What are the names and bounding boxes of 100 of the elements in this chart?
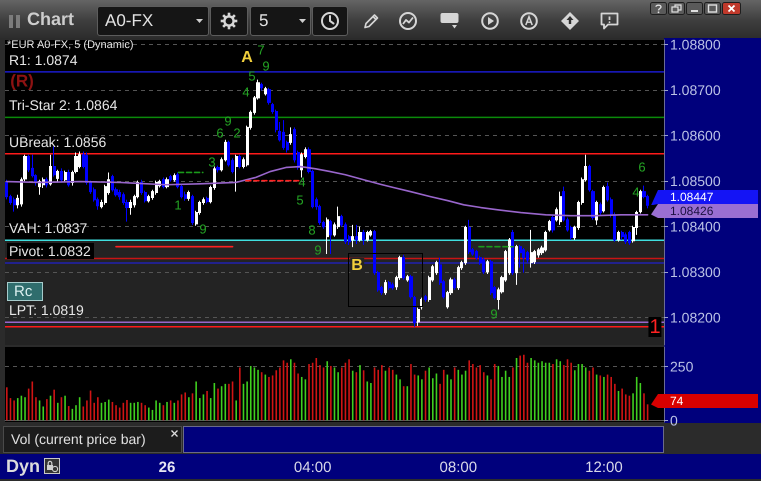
candlestick	[522, 248, 525, 274]
dropdown: 5	[250, 6, 311, 36]
candlestick	[628, 230, 631, 246]
ref-line-label: Tri-Star 2: 1.0864	[8, 97, 118, 114]
candlestick	[530, 229, 533, 268]
candlestick	[544, 230, 547, 252]
candlestick	[13, 197, 16, 212]
annotation: 4	[242, 84, 250, 100]
candlestick	[355, 224, 358, 244]
annotation: 1.08447	[670, 190, 714, 204]
candlestick	[406, 274, 409, 282]
candlestick	[551, 215, 555, 234]
candlestick	[453, 277, 456, 290]
annotation: 7	[257, 42, 265, 58]
ref-line-label: UBreak: 1.0856	[8, 134, 108, 150]
candlestick	[559, 191, 562, 226]
ref-line-label: Pivot: 1.0832	[7, 243, 94, 260]
candlestick	[624, 232, 627, 244]
y-tick-label: 0	[670, 412, 678, 428]
candlestick	[639, 189, 642, 214]
candlestick	[173, 172, 176, 182]
candlestick	[457, 265, 460, 290]
candlestick	[282, 120, 285, 150]
annotation: 5	[296, 192, 304, 208]
annotation: 9	[490, 306, 498, 322]
candlestick	[206, 196, 209, 204]
candlestick	[216, 165, 220, 173]
candlestick	[264, 86, 267, 96]
candlestick	[238, 154, 241, 169]
annotation: 2	[233, 126, 241, 140]
candlestick	[515, 244, 518, 286]
candlestick	[599, 202, 602, 216]
annotation: 4	[298, 174, 306, 190]
annotation: 74	[670, 394, 684, 408]
x-tick-label: 04:00	[294, 459, 332, 476]
candlestick	[384, 279, 387, 296]
annotation: 8	[308, 222, 316, 238]
x-tick-label: 08:00	[440, 459, 478, 476]
candlestick	[49, 154, 52, 186]
candlestick	[235, 154, 238, 192]
chart-subtitle: *EUR A0-FX, 5 (Dynamic)	[7, 39, 134, 52]
candlestick	[482, 257, 485, 274]
candlestick	[326, 217, 329, 254]
y-tick-label: 1.08500	[670, 173, 721, 190]
annotation: 5	[248, 68, 256, 84]
x-tick-label: 12:00	[585, 459, 623, 476]
candlestick	[369, 229, 372, 238]
candlestick	[53, 146, 56, 178]
y-tick-label: 1.08200	[670, 310, 721, 326]
candlestick	[111, 174, 114, 192]
candlestick	[402, 254, 405, 280]
candlestick	[366, 230, 369, 242]
dropdown: A0-FX	[97, 6, 209, 36]
candlestick	[351, 224, 354, 248]
annotation: 6	[216, 126, 224, 140]
candlestick	[548, 219, 551, 232]
ref-line-label: R1: 1.0874	[8, 52, 78, 68]
y-tick-label: 1.08600	[670, 128, 721, 144]
annotation: 3	[208, 154, 216, 170]
annotation: 1.08426	[670, 204, 714, 218]
x-tick-label: 26	[158, 459, 176, 476]
annotation: 1	[648, 316, 662, 338]
candlestick	[621, 230, 624, 240]
candlestick	[147, 194, 150, 204]
candlestick	[595, 200, 598, 226]
annotation: (R)	[10, 72, 34, 90]
candlestick	[169, 174, 172, 182]
y-tick-label: 1.08700	[670, 82, 721, 98]
candlestick	[511, 229, 514, 276]
text: Vol (current price bar)	[11, 430, 146, 448]
candlestick	[56, 169, 59, 183]
candlestick	[486, 259, 489, 274]
candlestick	[424, 294, 427, 302]
candlestick	[64, 170, 67, 182]
candlestick	[300, 152, 303, 178]
candlestick	[388, 280, 391, 290]
annotation: Rc	[14, 283, 32, 300]
candlestick	[362, 229, 365, 246]
candlestick	[187, 190, 190, 202]
candlestick	[602, 185, 605, 214]
y-tick-label: 1.08800	[670, 36, 721, 53]
annotation: B	[350, 257, 364, 274]
candlestick	[468, 219, 471, 254]
annotation: 9	[314, 242, 322, 258]
candlestick	[129, 199, 132, 216]
candlestick	[519, 244, 522, 268]
ref-line-label: LPT: 1.0819	[8, 302, 85, 318]
candlestick	[267, 87, 271, 106]
annotation: 9	[262, 58, 270, 74]
annotation: 4	[632, 184, 640, 200]
annotation: 1	[174, 198, 182, 212]
y-tick-label: 250	[670, 358, 694, 374]
candlestick	[490, 259, 493, 296]
annotation: 9	[199, 222, 207, 236]
button: Rc	[7, 282, 43, 301]
candlestick	[60, 168, 63, 182]
candlestick	[391, 282, 394, 290]
candlestick	[191, 194, 194, 226]
candlestick	[260, 82, 263, 92]
annotation: 9	[224, 114, 232, 128]
